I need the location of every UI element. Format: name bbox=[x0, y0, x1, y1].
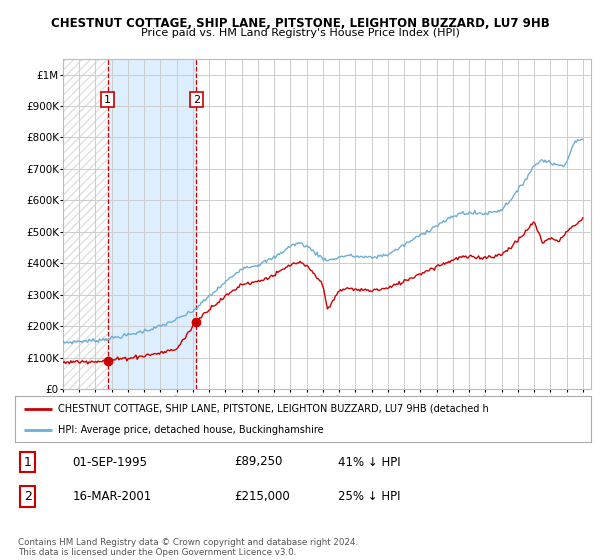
Text: 1: 1 bbox=[104, 95, 111, 105]
Text: CHESTNUT COTTAGE, SHIP LANE, PITSTONE, LEIGHTON BUZZARD, LU7 9HB (detached h: CHESTNUT COTTAGE, SHIP LANE, PITSTONE, L… bbox=[58, 404, 489, 414]
Text: Contains HM Land Registry data © Crown copyright and database right 2024.
This d: Contains HM Land Registry data © Crown c… bbox=[18, 538, 358, 557]
Text: £89,250: £89,250 bbox=[234, 455, 282, 469]
Text: 16-MAR-2001: 16-MAR-2001 bbox=[73, 490, 152, 503]
Text: 2: 2 bbox=[193, 95, 200, 105]
Text: 41% ↓ HPI: 41% ↓ HPI bbox=[338, 455, 400, 469]
Text: HPI: Average price, detached house, Buckinghamshire: HPI: Average price, detached house, Buck… bbox=[58, 425, 324, 435]
Text: £215,000: £215,000 bbox=[234, 490, 290, 503]
Text: 1: 1 bbox=[24, 455, 32, 469]
Text: Price paid vs. HM Land Registry's House Price Index (HPI): Price paid vs. HM Land Registry's House … bbox=[140, 28, 460, 38]
Text: 01-SEP-1995: 01-SEP-1995 bbox=[73, 455, 148, 469]
Text: 25% ↓ HPI: 25% ↓ HPI bbox=[338, 490, 400, 503]
Bar bbox=[107, 59, 196, 389]
Text: CHESTNUT COTTAGE, SHIP LANE, PITSTONE, LEIGHTON BUZZARD, LU7 9HB: CHESTNUT COTTAGE, SHIP LANE, PITSTONE, L… bbox=[50, 17, 550, 30]
Text: 2: 2 bbox=[24, 490, 32, 503]
